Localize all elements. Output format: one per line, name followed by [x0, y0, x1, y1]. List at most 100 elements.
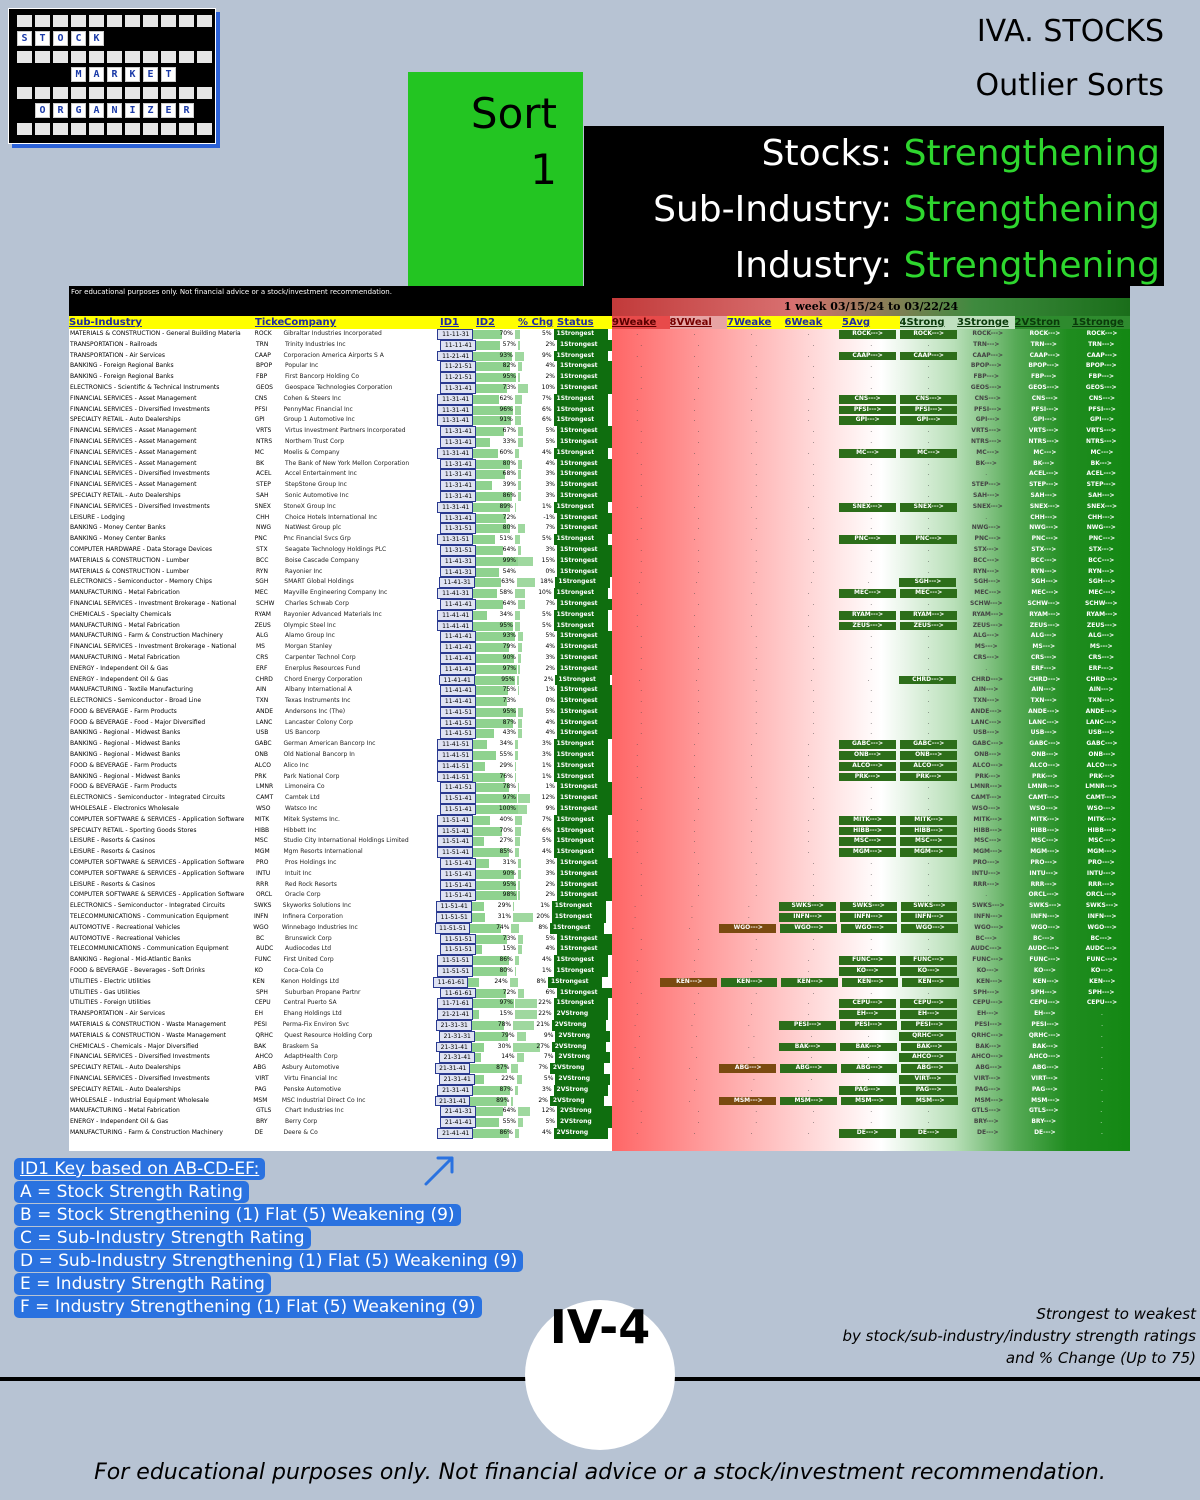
cell-week-signal: .	[750, 330, 753, 337]
column-header[interactable]: 8VWeal	[669, 316, 727, 329]
id2-value: 89%	[499, 502, 513, 510]
cell-status: 1Strongest	[553, 825, 609, 837]
cell-pct-change: 12%	[518, 1106, 557, 1117]
cell-week-signal: .	[747, 902, 750, 910]
cell-week-signal: MGM--->	[973, 848, 1003, 856]
cell-week-signal: MITK--->	[838, 815, 896, 825]
cell-week-signal: SWKS--->	[900, 902, 958, 912]
cell-week-signal: MGM--->	[838, 848, 896, 858]
column-header[interactable]: 3Stronge	[957, 316, 1015, 329]
logo-filler-tile	[161, 51, 176, 63]
cell-week-signal: .	[697, 1118, 700, 1126]
column-header[interactable]: Status	[557, 317, 594, 328]
cell-week-signal: GTLS--->	[1028, 1107, 1059, 1115]
cell-id2: 99%	[476, 556, 518, 567]
column-header[interactable]: 7Weake	[727, 317, 772, 328]
column-header[interactable]: Ticke	[255, 317, 284, 328]
cell-id2: 89%	[473, 502, 515, 513]
cell-id1: 21-21-41	[437, 1009, 474, 1020]
cell-ticker: GABC	[254, 740, 272, 748]
pct-value: 3%	[545, 653, 555, 661]
cell-ticker: QRHC	[255, 1031, 273, 1039]
table-row: FINANCIAL SERVICES - Diversified Investm…	[69, 501, 1130, 513]
key-line-e: E = Industry Strength Rating	[14, 1273, 271, 1295]
cell-week-signal: .	[697, 707, 700, 715]
id2-bar	[474, 675, 515, 685]
column-header[interactable]: 1Stronge	[1072, 316, 1130, 329]
logo-filler-tile	[143, 87, 158, 99]
cell-company: Infinera Corporation	[282, 913, 343, 921]
cell-week-signal: FUNC--->	[899, 956, 957, 966]
pct-value: 4%	[545, 643, 555, 651]
id2-value: 57%	[502, 340, 516, 348]
column-header[interactable]: ID2	[476, 317, 495, 328]
cell-week-signal: STX--->	[973, 545, 999, 553]
id2-bar	[476, 988, 507, 998]
id2-bar	[476, 599, 503, 609]
column-header[interactable]: 9Weake	[612, 316, 670, 329]
pct-bar	[514, 448, 519, 458]
column-header[interactable]: 5Avg	[842, 317, 871, 328]
id2-value: 74%	[496, 923, 510, 931]
cell-id2: 40%	[473, 815, 515, 826]
cell-id1: 11-41-51	[440, 782, 476, 794]
column-header[interactable]: Company	[284, 317, 337, 328]
cell-pct-change: 5%	[514, 836, 554, 847]
cell-sub-industry: MANUFACTURING - Farm & Construction Mach…	[70, 632, 223, 640]
cell-pct-change: 6%	[514, 826, 554, 837]
cell-sub-industry: ENERGY - Independent Oil & Gas	[70, 1118, 169, 1126]
cell-week-signal: .	[927, 891, 930, 899]
table-row: COMPUTER SOFTWARE & SERVICES - Applicati…	[69, 890, 1130, 902]
logo-letter-tile: S	[17, 31, 32, 46]
cell-ticker: SPH	[256, 988, 268, 996]
cell-week-signal: .	[812, 869, 815, 877]
table-row: MATERIALS & CONSTRUCTION - Lumber BCC Bois…	[69, 555, 1130, 567]
cell-sub-industry: FOOD & BEVERAGE - Farm Products	[70, 707, 177, 715]
id2-bar	[473, 448, 499, 458]
pct-value: 7%	[543, 1053, 554, 1061]
cell-week-signal: LANC--->	[1028, 718, 1060, 726]
cell-week-signal: .	[927, 707, 930, 715]
pct-bar	[514, 999, 537, 1009]
cell-week-signal: ONB--->	[1088, 751, 1116, 759]
cell-company: Enerplus Resources Fund	[285, 664, 361, 672]
logo-filler-tile	[197, 123, 212, 135]
cell-week-signal: .	[693, 815, 696, 823]
column-header[interactable]: % Chg	[518, 317, 554, 328]
cell-company: Ehang Holdings Ltd	[283, 1010, 342, 1018]
cell-week-signal: .	[812, 470, 815, 478]
cell-week-signal: .	[867, 1031, 870, 1039]
cell-week-signal: .	[810, 578, 813, 586]
column-header[interactable]: 4Strong	[899, 316, 957, 329]
column-header[interactable]: 2VStron	[1014, 316, 1072, 329]
cell-week-signal: .	[812, 491, 815, 499]
logo-letter-tile: R	[179, 103, 194, 118]
cell-week-signal: .	[870, 653, 873, 661]
cell-ticker: ABG	[253, 1064, 266, 1072]
pct-bar	[511, 1064, 519, 1074]
cell-ticker: CHH	[256, 513, 270, 521]
column-header[interactable]: ID1	[440, 317, 459, 328]
column-header[interactable]: 6Weak	[784, 317, 823, 328]
cell-week-signal: .	[750, 502, 753, 510]
pct-value: -1%	[543, 513, 555, 521]
cell-week-signal: .	[755, 686, 758, 694]
cell-pct-change: 4%	[518, 728, 557, 739]
cell-id2: 95%	[476, 372, 518, 383]
column-header[interactable]: Sub-Industry	[69, 317, 142, 328]
cell-week-signal: WGO--->	[974, 923, 1004, 931]
cell-week-signal: PFSI--->	[899, 405, 957, 415]
cell-week-signal: .	[634, 1021, 637, 1028]
cell-pct-change: 7%	[514, 394, 554, 405]
cell-id1: 11-51-51	[440, 944, 476, 956]
logo-filler-tile	[107, 87, 122, 99]
cell-id2: 15%	[473, 1009, 515, 1020]
cell-week-signal: .	[697, 362, 700, 370]
id2-value: 95%	[501, 675, 515, 683]
cell-week-signal: .	[812, 1107, 815, 1115]
cell-week-signal: .	[870, 805, 873, 813]
cell-week-signal: .	[636, 761, 639, 769]
table-row: TRANSPORTATION - Air Services CAAP Corpora…	[69, 350, 1130, 362]
cell-ticker: SNEX	[254, 502, 271, 510]
cell-ticker: PRK	[254, 772, 267, 780]
